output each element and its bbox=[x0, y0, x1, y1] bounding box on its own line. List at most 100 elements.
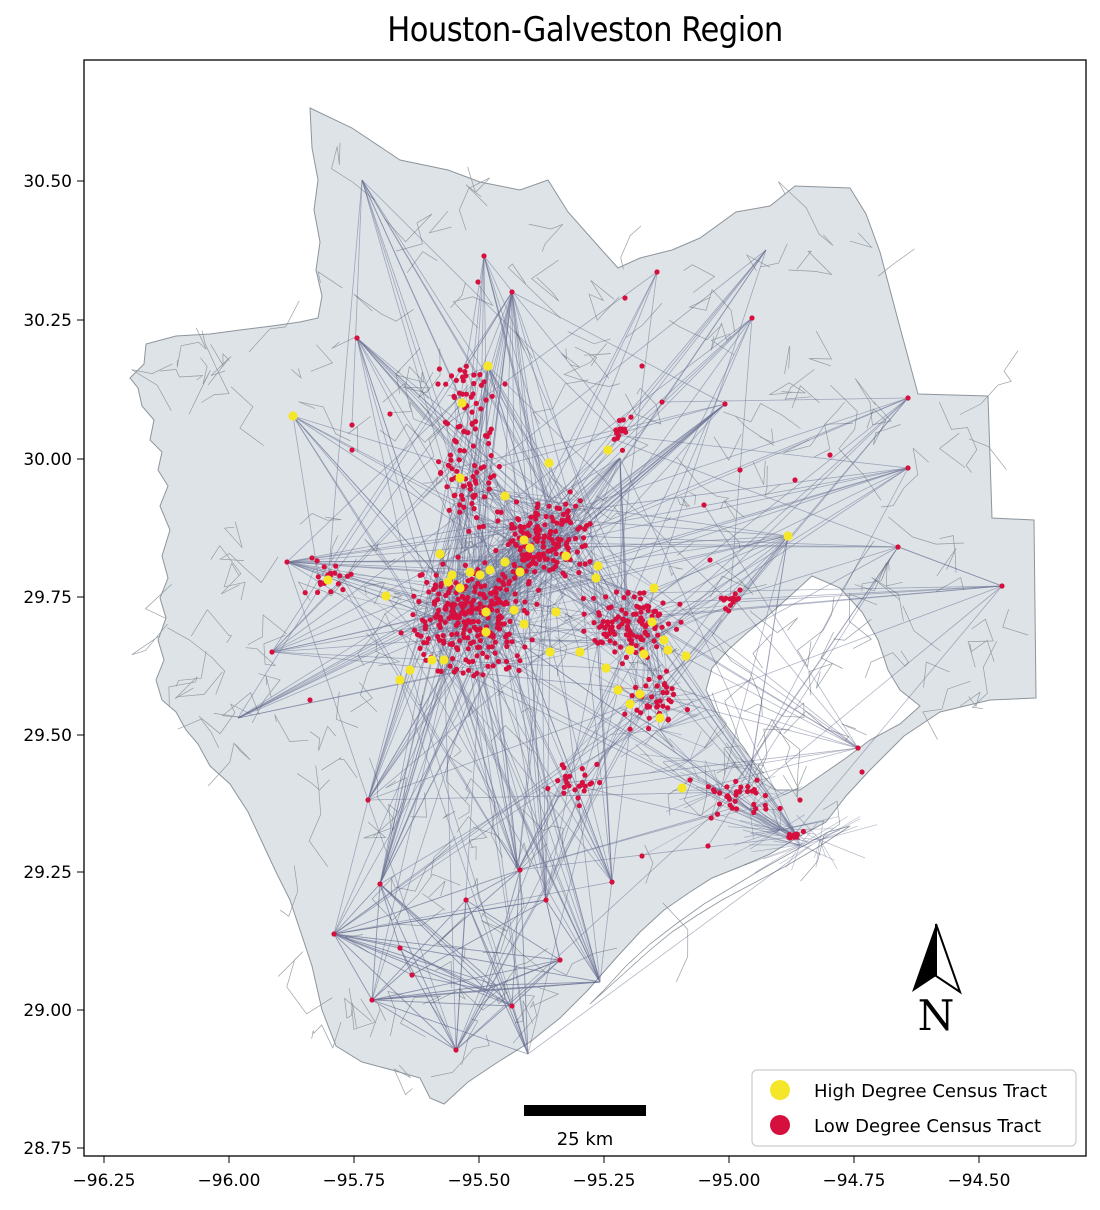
low-degree-node bbox=[619, 621, 625, 627]
network-edge bbox=[819, 839, 838, 870]
network-edge bbox=[490, 291, 513, 478]
network-edge bbox=[549, 626, 613, 653]
network-edge bbox=[481, 611, 557, 635]
network-edge bbox=[799, 844, 835, 861]
tract-boundary bbox=[393, 1064, 413, 1096]
low-degree-node bbox=[484, 654, 490, 660]
network-edge bbox=[704, 760, 721, 791]
network-edge bbox=[659, 729, 707, 749]
low-degree-node bbox=[451, 394, 458, 401]
network-edge bbox=[455, 632, 484, 1051]
network-edge bbox=[450, 520, 499, 581]
network-edge bbox=[333, 707, 668, 935]
network-edge bbox=[589, 467, 909, 562]
low-degree-node bbox=[624, 623, 631, 629]
network-edge bbox=[423, 647, 457, 655]
network-edge bbox=[703, 504, 859, 749]
low-degree-node bbox=[490, 663, 496, 669]
tract-boundary bbox=[188, 357, 211, 415]
network-edge bbox=[689, 730, 702, 761]
network-edge bbox=[540, 555, 547, 901]
network-edge bbox=[237, 558, 567, 719]
network-edge bbox=[530, 516, 789, 537]
network-edge bbox=[379, 659, 433, 885]
network-edge bbox=[538, 553, 617, 620]
network-edge bbox=[506, 535, 789, 647]
low-degree-node bbox=[525, 551, 531, 557]
network-edge bbox=[531, 249, 767, 550]
network-edge bbox=[333, 933, 457, 1051]
network-edge bbox=[643, 397, 909, 655]
low-degree-node bbox=[463, 897, 469, 903]
tract-boundary bbox=[666, 516, 671, 522]
high-degree-node bbox=[323, 575, 333, 585]
tract-boundary bbox=[788, 250, 833, 276]
network-edge bbox=[543, 467, 909, 548]
high-degree-node bbox=[783, 531, 793, 541]
network-edge bbox=[477, 561, 534, 584]
low-degree-node bbox=[461, 483, 467, 489]
network-edge bbox=[237, 642, 598, 719]
network-edge bbox=[455, 291, 513, 593]
low-degree-node bbox=[511, 563, 518, 569]
low-degree-node bbox=[424, 640, 430, 646]
low-degree-node bbox=[449, 640, 455, 647]
network-edge bbox=[641, 621, 682, 650]
low-degree-node bbox=[426, 589, 432, 595]
network-edge bbox=[435, 365, 489, 576]
network-edge bbox=[577, 551, 613, 883]
low-degree-node bbox=[487, 590, 494, 596]
low-degree-node bbox=[461, 448, 467, 454]
network-edge bbox=[659, 705, 702, 731]
network-edge bbox=[639, 592, 859, 749]
low-degree-node bbox=[502, 381, 508, 387]
low-degree-node bbox=[587, 781, 593, 787]
low-degree-node bbox=[443, 592, 449, 599]
network-edge bbox=[361, 179, 475, 509]
network-edge bbox=[356, 337, 568, 513]
tract-boundary bbox=[532, 379, 589, 425]
tract-boundary bbox=[551, 478, 579, 517]
low-degree-node bbox=[749, 788, 755, 794]
low-degree-node bbox=[638, 615, 644, 621]
tract-boundary bbox=[791, 385, 820, 409]
network-edge bbox=[327, 179, 363, 581]
low-degree-node bbox=[480, 523, 486, 530]
network-edge bbox=[476, 472, 519, 871]
low-degree-node bbox=[626, 636, 633, 643]
low-degree-node bbox=[453, 580, 459, 586]
tract-boundary bbox=[210, 356, 232, 376]
low-degree-node bbox=[738, 784, 744, 790]
network-edge bbox=[661, 397, 909, 403]
network-edge bbox=[583, 598, 626, 614]
network-edge bbox=[749, 829, 781, 834]
low-degree-node bbox=[377, 881, 383, 887]
network-edge bbox=[271, 375, 452, 653]
network-edge bbox=[620, 729, 661, 758]
low-degree-node bbox=[470, 473, 476, 480]
low-degree-node bbox=[657, 698, 663, 704]
low-degree-node bbox=[485, 663, 491, 669]
low-degree-node bbox=[417, 572, 423, 579]
network-edge bbox=[725, 535, 789, 609]
low-degree-node bbox=[472, 584, 478, 590]
network-edge bbox=[451, 512, 461, 612]
low-degree-node bbox=[446, 615, 452, 621]
low-degree-node bbox=[436, 591, 442, 597]
tract-boundary bbox=[808, 330, 833, 367]
network-edge bbox=[799, 829, 841, 846]
low-degree-node bbox=[517, 547, 523, 553]
tract-boundary bbox=[384, 213, 433, 252]
low-degree-node bbox=[465, 667, 472, 673]
y-tick-label: 30.00 bbox=[23, 450, 72, 470]
network-edge bbox=[523, 537, 547, 901]
network-edge bbox=[779, 820, 825, 831]
tract-boundary bbox=[379, 403, 441, 443]
network-edge bbox=[568, 397, 909, 512]
network-edge bbox=[485, 989, 513, 1007]
tract-boundary bbox=[223, 562, 246, 601]
network-edge bbox=[506, 634, 601, 983]
low-degree-node bbox=[477, 637, 483, 644]
low-degree-node bbox=[614, 430, 620, 436]
high-degree-node bbox=[639, 649, 649, 659]
